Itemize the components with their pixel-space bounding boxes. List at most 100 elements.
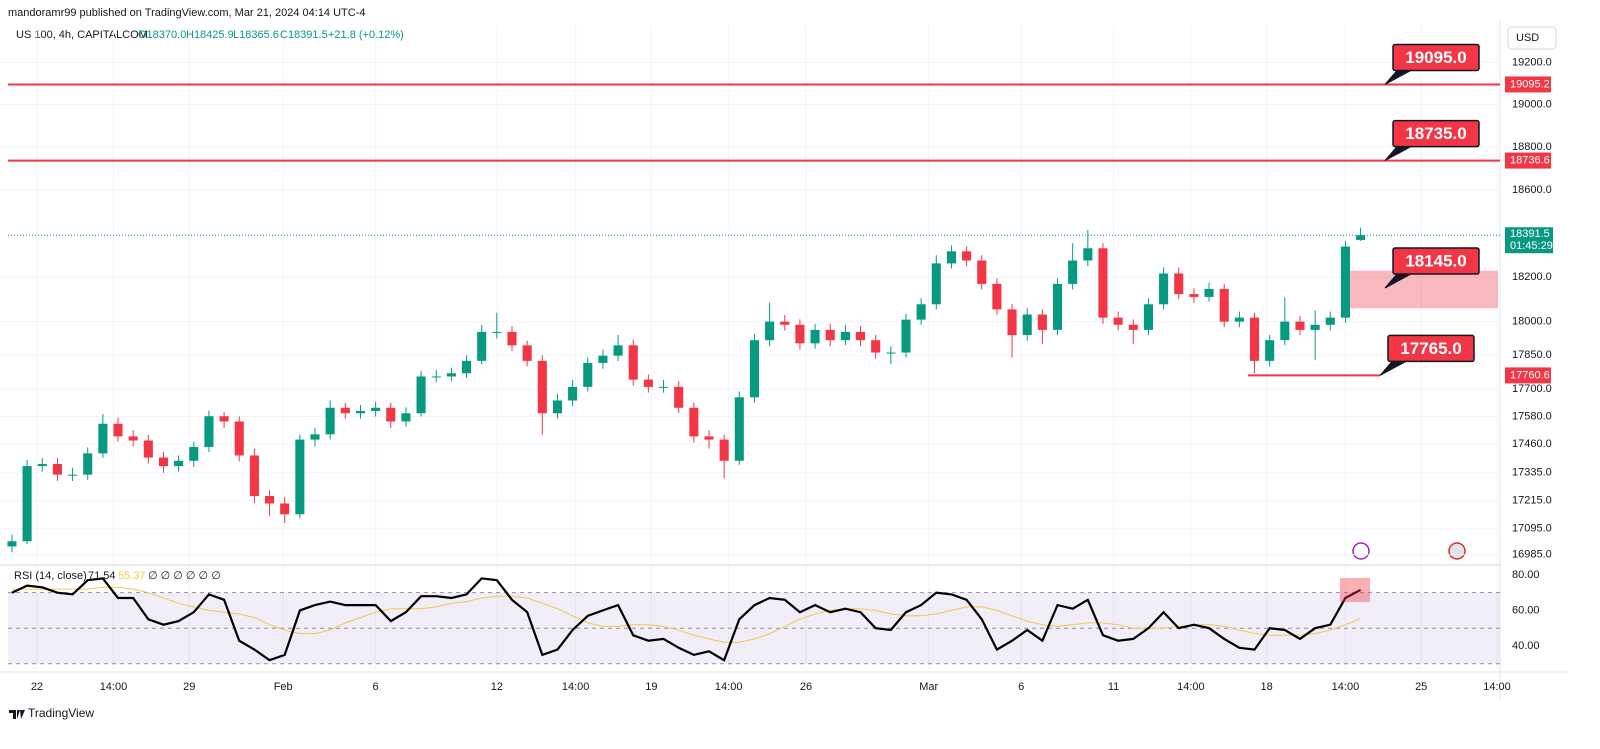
x-tick-label: 22	[31, 681, 43, 693]
candle-body	[946, 251, 956, 264]
y-tick-label: 17460.0	[1512, 438, 1552, 450]
x-tick-label: 29	[183, 681, 195, 693]
ohlc-label: L18365.6	[233, 29, 279, 41]
callout-box	[1392, 119, 1480, 148]
candle-body	[234, 421, 244, 456]
x-tick-label: Feb	[274, 681, 293, 693]
callout-label: 18145.0	[1405, 251, 1466, 270]
candle-body	[431, 376, 441, 378]
candle-body	[613, 345, 623, 356]
x-tick-label: 14:00	[1332, 681, 1360, 693]
callout-label: 18735.0	[1405, 124, 1466, 143]
candle-body	[1083, 248, 1093, 261]
candle-body	[916, 304, 926, 320]
candle-body	[295, 439, 305, 515]
candle-body	[174, 460, 184, 467]
rsi-tick-label: 60.00	[1512, 604, 1540, 616]
candle-body	[810, 329, 820, 344]
currency: USD	[1516, 32, 1539, 44]
logo-mark	[9, 710, 25, 719]
callout-box	[1392, 247, 1480, 275]
symbol-title: US 100, 4h, CAPITALCOM	[16, 29, 148, 41]
candle-body	[583, 362, 593, 387]
candle-body	[719, 439, 729, 461]
candle-body	[310, 434, 320, 440]
candle-body	[249, 455, 259, 497]
rsi-title: RSI (14, close)	[14, 570, 87, 582]
candle-body	[1052, 283, 1063, 330]
candle-body	[371, 407, 381, 411]
y-tick-label: 17095.0	[1512, 523, 1552, 535]
event-icon[interactable]	[1352, 542, 1370, 560]
candle-body	[98, 423, 108, 454]
candle-body	[1113, 317, 1123, 325]
candle-body	[355, 410, 366, 414]
callout-pointer	[1384, 70, 1412, 85]
candle-body	[1340, 246, 1350, 318]
flag-icon[interactable]	[1448, 542, 1466, 560]
candle-body	[37, 464, 47, 467]
candle-body	[492, 331, 502, 333]
candle-body	[1356, 235, 1366, 240]
last-price-box	[1505, 227, 1553, 254]
x-tick-label: 19	[645, 681, 657, 693]
candle-body	[113, 423, 123, 437]
candle-body	[1037, 314, 1047, 330]
callout-pointer	[1384, 146, 1412, 162]
rsi-tick-label: 80.00	[1512, 569, 1540, 581]
x-tick-label: 14:00	[1483, 681, 1511, 693]
candle-body	[7, 541, 17, 547]
level-axis-label: 17760.6	[1510, 369, 1550, 381]
candle-body	[537, 360, 547, 414]
candle-body	[749, 340, 760, 398]
y-tick-label: 19000.0	[1512, 98, 1552, 110]
candle-body	[598, 355, 608, 363]
candle-body	[901, 319, 911, 353]
candle-body	[1128, 324, 1138, 330]
candle-body	[962, 251, 972, 261]
candle-body	[765, 321, 775, 341]
callout-label: 19095.0	[1405, 48, 1466, 67]
y-tick-label: 17580.0	[1512, 410, 1552, 422]
candle-body	[461, 360, 472, 374]
y-tick-label: 16985.0	[1512, 549, 1552, 561]
candle-body	[386, 407, 396, 422]
y-tick-label: 17850.0	[1512, 349, 1552, 361]
y-tick-label: 18200.0	[1512, 271, 1552, 283]
ohlc-label: H18425.9	[186, 29, 234, 41]
rsi-line	[11, 577, 1362, 662]
logo	[9, 710, 25, 719]
level-axis-label: 19095.2	[1510, 78, 1550, 90]
candle-body	[855, 331, 866, 341]
y-tick-label: 18000.0	[1512, 316, 1552, 328]
candle-body	[416, 376, 426, 414]
x-tick-label: 6	[1018, 681, 1024, 693]
candle-body	[658, 386, 669, 388]
rsi-ma-value: 55.37	[118, 570, 146, 582]
candle-body	[507, 331, 517, 346]
candle-body	[189, 446, 199, 461]
x-tick-label: 14:00	[100, 681, 128, 693]
candle-body	[1295, 321, 1305, 330]
candle-body	[704, 436, 714, 440]
x-tick-label: Mar	[919, 681, 938, 693]
candle-body	[22, 466, 32, 542]
callout-pointer	[1384, 273, 1412, 289]
y-tick-label: 17215.0	[1512, 495, 1552, 507]
x-tick-label: 14:00	[1177, 681, 1205, 693]
currency-box[interactable]	[1507, 26, 1557, 50]
rsi-ma-line	[11, 586, 1361, 643]
candle-body	[128, 436, 138, 441]
candle-body	[158, 457, 169, 467]
ohlc-label: C18391.5	[280, 29, 328, 41]
candle-body	[1098, 248, 1108, 318]
level-axis-box	[1505, 152, 1551, 169]
x-tick-label: 6	[373, 681, 379, 693]
candle-body	[1249, 317, 1260, 361]
candle-body	[568, 386, 578, 401]
candle-body	[340, 407, 350, 414]
level-axis-box	[1505, 367, 1551, 384]
callout-box	[1392, 43, 1480, 72]
candle-body	[1265, 340, 1275, 361]
candle-body	[780, 321, 790, 325]
